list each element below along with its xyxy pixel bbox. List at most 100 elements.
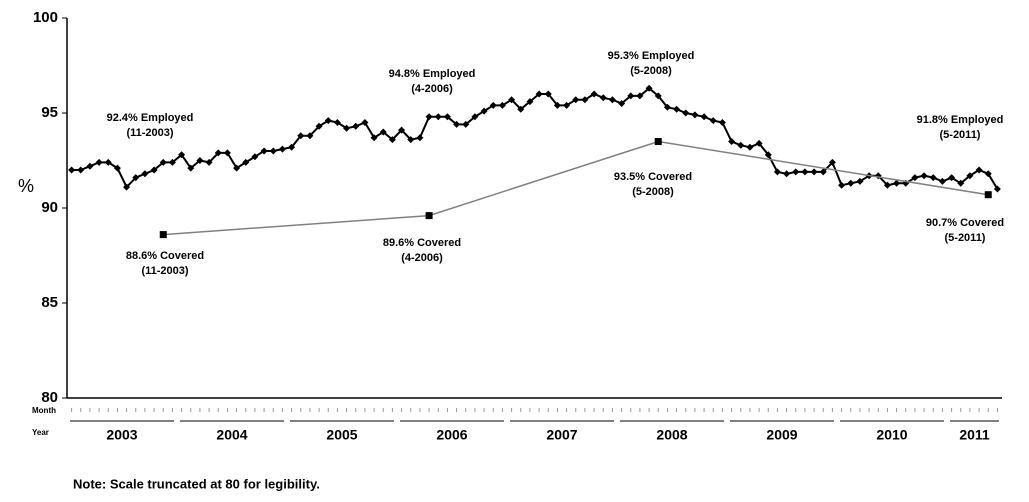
marker [975,166,983,174]
y-tick-label: 95 [41,104,58,121]
marker [104,158,112,166]
row-label: Month [32,406,56,415]
marker [425,113,433,121]
marker [315,122,323,130]
marker [388,136,396,144]
marker [737,141,745,149]
marker [966,172,974,180]
marker [398,126,406,134]
marker [434,113,442,121]
y-tick-label: 100 [33,9,58,26]
marker [856,177,864,185]
marker [453,120,461,128]
marker [132,174,140,182]
marker [407,136,415,144]
row-label: Year [32,428,49,437]
year-label: 2006 [436,427,467,443]
marker [948,174,956,182]
annotation: 95.3% Employed [608,50,695,62]
marker [68,166,76,174]
marker [150,166,158,174]
annotation: (5-2008) [632,186,674,198]
marker [343,124,351,132]
marker [883,181,891,189]
marker [508,96,516,104]
marker [425,212,433,220]
marker [159,231,167,239]
marker [498,101,506,109]
marker [489,101,497,109]
marker [764,151,772,159]
marker [443,113,451,121]
marker [288,143,296,151]
annotation: 92.4% Employed [107,112,194,124]
marker [792,168,800,176]
marker [911,174,919,182]
marker [480,107,488,115]
marker [205,158,213,166]
marker [709,117,717,125]
annotation: (11-2003) [126,127,173,139]
marker [233,164,241,172]
marker [159,158,167,166]
note: Note: Scale truncated at 80 for legibili… [73,476,320,491]
marker [819,168,827,176]
year-label: 2005 [326,427,357,443]
marker [141,170,149,178]
marker [993,185,1001,193]
marker [324,117,332,125]
marker [929,174,937,182]
marker [563,101,571,109]
marker [471,113,479,121]
marker [746,143,754,151]
marker [297,132,305,140]
line [163,140,989,236]
annotation: (4-2006) [401,252,443,264]
marker [416,134,424,142]
marker [123,183,131,191]
annotation: (5-2011) [940,129,981,141]
marker [691,111,699,119]
marker [654,92,662,100]
marker [608,96,616,104]
marker [673,105,681,113]
marker [783,170,791,178]
marker [828,158,836,166]
marker [801,168,809,176]
marker [618,100,626,107]
marker [278,145,286,153]
marker [269,147,277,155]
annotation: 89.6% Covered [383,237,461,249]
y-axis-label: % [18,176,34,196]
marker [636,92,644,100]
y-tick-label: 80 [41,389,58,406]
annotation: (11-2003) [141,265,188,277]
y-tick-label: 90 [41,199,58,216]
year-label: 2004 [216,427,247,443]
marker [957,179,965,187]
marker [838,181,846,189]
annotation: (5-2011) [945,232,986,244]
marker [251,153,259,161]
marker [535,90,543,98]
annotation: (4-2006) [411,83,453,95]
marker [526,98,534,106]
marker [168,158,176,166]
marker [77,166,85,174]
marker [306,132,314,140]
marker [581,96,589,104]
marker [599,94,607,102]
marker [590,90,598,98]
annotation: 94.8% Employed [389,68,476,80]
marker [755,139,763,147]
marker [645,84,653,92]
marker [682,109,690,117]
marker [810,168,818,176]
marker [86,162,94,170]
annotation: 93.5% Covered [614,171,692,183]
marker [663,103,671,111]
marker [728,138,736,145]
marker [333,119,341,126]
marker [517,105,525,113]
